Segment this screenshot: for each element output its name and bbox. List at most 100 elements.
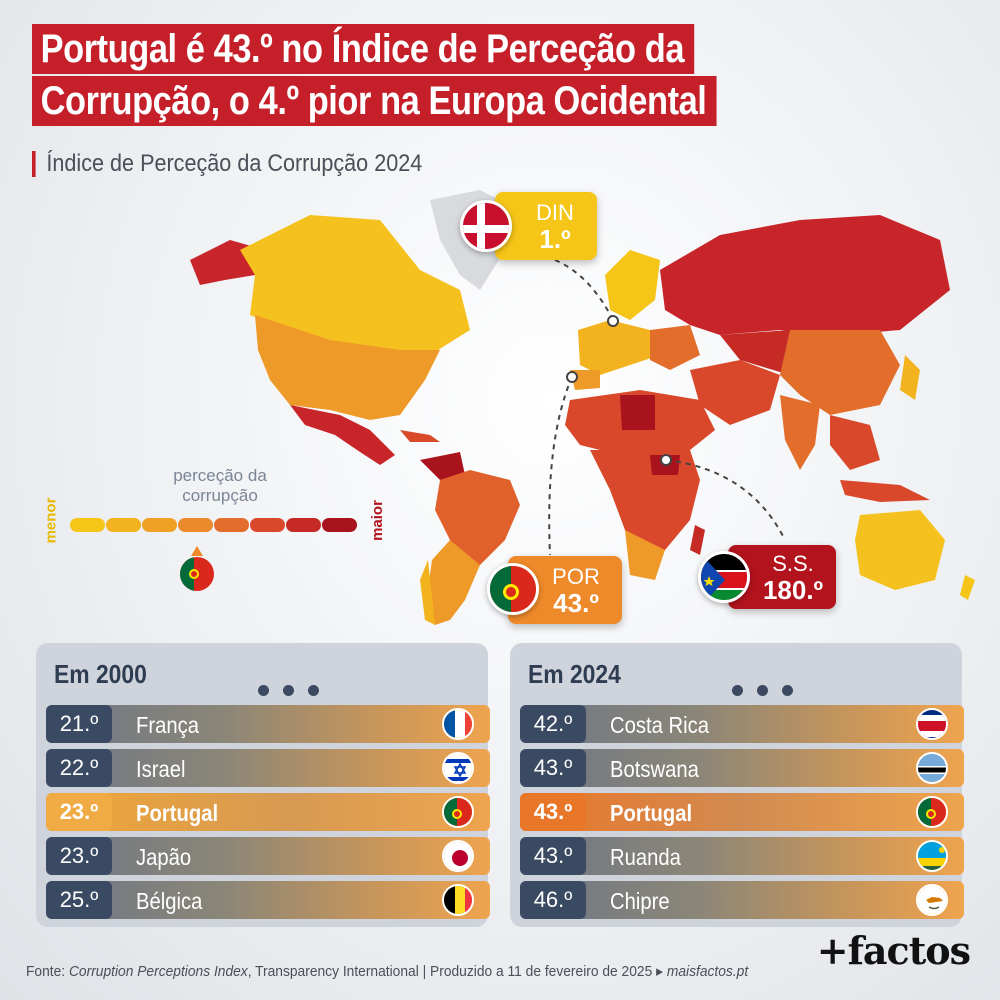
legend-portugal-flag-icon [180,557,214,591]
legend-label: perceção da corrupção [160,466,280,506]
legend-segment [214,518,249,532]
row-rank: 42.º [520,705,586,743]
legend-label-line2: corrupção [182,486,258,505]
callout-south-sudan-rank: 180.º [762,575,824,605]
legend-scale [70,518,357,591]
brand-logo: +factos [816,928,971,973]
row-rank: 43.º [520,793,586,831]
world-map [190,190,975,625]
panel-2000-title: Em 2000 [54,659,147,689]
marker-ss [660,454,672,466]
row-country: Bélgica [136,888,203,914]
row-country: Japão [136,844,192,870]
title-block: Portugal é 43.º no Índice de Perceção da… [32,24,828,126]
row-country: Israel [136,756,186,782]
russia [660,215,950,335]
flag-portugal-icon [487,563,539,615]
legend-segment [106,518,141,532]
connector-ss [665,459,786,541]
panel-2000: Em 2000 21.º França 22.º Israel 23.º Por… [36,643,490,927]
new-zealand [960,575,975,600]
callout-denmark-rank: 1.º [539,224,571,254]
australia [855,510,945,590]
row-rank: 43.º [520,749,586,787]
row-country: Chipre [610,888,670,914]
indonesia [840,480,930,502]
row-rank: 25.º [46,881,112,919]
sub-saharan [590,450,700,560]
table-row: 23.º Japão [46,837,490,875]
callout-south-sudan-code: S.S. [772,551,814,576]
table-row: 21.º França [46,705,490,743]
more-dots-icon [258,685,319,696]
usa [255,315,440,420]
row-rank: 21.º [46,705,112,743]
flag-rwanda-icon [916,840,948,872]
flag-costa-rica-icon [916,708,948,740]
scandinavia [605,250,660,320]
table-row: 46.º Chipre [520,881,964,919]
eastern-europe [650,325,700,370]
callout-portugal-code: POR [552,564,600,589]
flag-israel-icon [442,752,474,784]
panel-2024: Em 2024 42.º Costa Rica 43.º Botswana 43… [510,643,964,927]
title-line-1: Portugal é 43.º no Índice de Perceção da [32,24,695,74]
legend-segment [178,518,213,532]
table-row-highlight: 23.º Portugal [46,793,490,831]
row-country: Portugal [136,800,219,826]
marker-den [607,315,619,327]
flag-denmark-icon [460,200,512,252]
brazil [435,470,520,570]
connector-por [548,376,573,556]
footer-site-link[interactable]: maisfactos.pt [666,963,749,980]
libya [620,395,655,430]
footer-source-rest: , Transparency International | Produzido… [247,963,667,980]
legend-portugal-marker [191,546,203,556]
footer-source: Fonte: Corruption Perceptions Index, Tra… [26,962,748,980]
title-line-2: Corrupção, o 4.º pior na Europa Ocidenta… [32,76,717,126]
footer-source-italic: Corruption Perceptions Index [68,963,248,980]
row-rank: 46.º [520,881,586,919]
legend-label-line1: perceção da [173,466,267,485]
flag-japan-icon [442,840,474,872]
southeast-asia [830,415,880,470]
row-country: Costa Rica [610,712,709,738]
canada [240,215,470,355]
flag-belgium-icon [442,884,474,916]
row-country: Botswana [610,756,699,782]
flag-portugal-icon [916,796,948,828]
legend-segment [250,518,285,532]
table-row: 43.º Ruanda [520,837,964,875]
callout-portugal-rank: 43.º [553,588,599,618]
chile [420,560,435,625]
mexico [290,405,395,465]
row-country: França [136,712,200,738]
south-america-south [428,540,480,625]
western-europe [578,320,660,375]
legend-high-label: maior [368,500,386,541]
table-row-highlight: 43.º Portugal [520,793,964,831]
row-country: Ruanda [610,844,681,870]
table-row: 42.º Costa Rica [520,705,964,743]
flag-portugal-icon [442,796,474,828]
connector-den [554,259,614,321]
legend-segment [322,518,357,532]
legend-low-label: menor [42,497,60,544]
marker-por [566,371,578,383]
caribbean [400,430,440,442]
southern-africa [625,530,665,580]
table-row: 22.º Israel [46,749,490,787]
china [780,330,900,415]
table-row: 25.º Bélgica [46,881,490,919]
india [780,395,820,470]
flag-cyprus-icon [916,884,948,916]
row-rank: 43.º [520,837,586,875]
row-rank: 23.º [46,793,112,831]
more-dots-icon [732,685,793,696]
flag-south-sudan-icon [698,551,750,603]
table-row: 43.º Botswana [520,749,964,787]
row-rank: 23.º [46,837,112,875]
callout-denmark: DIN 1.º [495,192,597,260]
panel-2024-title: Em 2024 [528,659,621,689]
subtitle: Índice de Perceção da Corrupção 2024 [32,151,422,177]
